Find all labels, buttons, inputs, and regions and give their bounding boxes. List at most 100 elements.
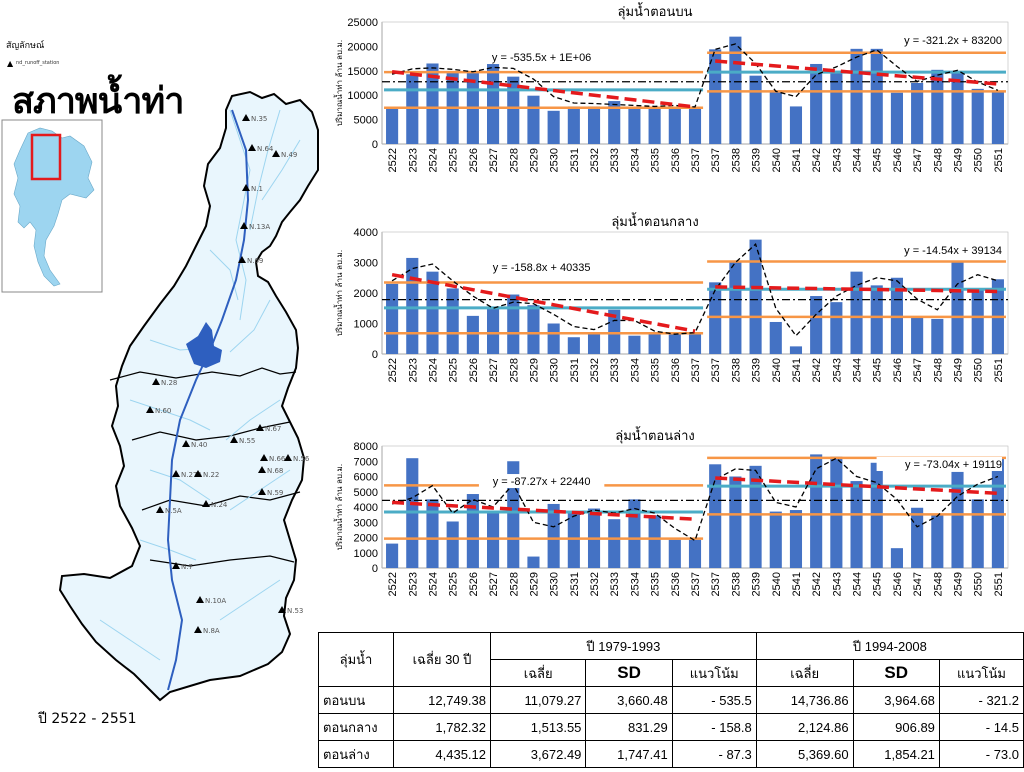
bar [446,521,459,568]
bar [890,548,903,568]
table-header-row: ลุ่มน้ำ เฉลี่ย 30 ปี ปี 1979-1993 ปี 199… [318,632,1024,687]
bar [547,323,560,354]
x-tick-label: 2527 [488,358,500,382]
bar [789,510,803,568]
trend-line [391,70,696,109]
station-marker [152,378,160,385]
x-tick-label: 2537 [690,358,702,382]
y-tick-label: 15000 [347,66,378,78]
x-tick-label: 2542 [811,572,823,596]
station-marker [240,222,248,229]
y-tick-label: 2000 [354,288,378,300]
bar [688,334,702,354]
x-tick-label: 2530 [549,358,561,382]
equation-bg [876,243,1002,257]
x-tick-label: 2535 [650,358,662,382]
chart-title-bg [631,2,759,20]
x-tick-label: 2528 [508,148,520,172]
cell-basin: ตอนกลาง [318,713,394,741]
bar [830,70,843,144]
y-tick-label: 8000 [354,441,378,453]
x-tick-label: 2537 [710,572,722,596]
y-tick-label: 2000 [354,533,378,545]
x-tick-label: 2537 [690,572,702,596]
y-tick-label: 25000 [347,17,378,29]
y-axis-label: ปริมาณน้ำท่า ล้าน ลบ.ม. [333,464,344,551]
x-tick-label: 2537 [710,358,722,382]
x-tick-label: 2548 [932,572,944,596]
bar [527,556,540,568]
station-marker [202,500,210,507]
x-tick-label: 2522 [387,148,399,172]
header-p1-sd: SD [585,659,673,687]
bar [749,75,762,144]
chart-title: ลุ่มน้ำตอนล่าง [615,426,694,444]
bar [850,271,863,354]
station-marker [230,436,238,443]
equation-bg [876,457,1002,471]
tributary-network [99,109,301,661]
table-row: ตอนบน 12,749.38 11,079.27 3,660.48 - 535… [318,686,1024,714]
bar [870,285,883,354]
cell-p1-trend: - 535.5 [671,686,757,714]
bar [769,511,782,568]
y-tick-label: 3000 [354,258,378,270]
y-tick-label: 6000 [354,472,378,484]
bar [850,481,863,568]
bar [971,499,984,568]
x-tick-label: 2529 [528,148,540,172]
x-tick-label: 2529 [528,358,540,382]
cell-avg30: 1,782.32 [393,713,491,741]
bar [386,543,399,568]
y-tick-label: 0 [372,139,378,151]
bar [487,513,500,568]
chart-lower-basin: 0 1000 2000 3000 4000 5000 6000 7000 8000 ปริมาณน… [333,426,1009,596]
station-label: N.53 [287,607,303,615]
cell-p1-sd: 1,747.41 [585,740,673,768]
trend-line [391,272,696,333]
bar [931,69,944,144]
x-tick-label: 2531 [569,572,581,596]
bar [749,465,762,568]
bar [769,90,782,144]
bar [830,302,843,354]
y-tick-label: 0 [372,563,378,575]
cell-p2-mean: 5,369.60 [755,740,854,768]
x-tick-label: 2545 [872,572,884,596]
x-tick-label: 2539 [751,148,763,172]
x-tick-label: 2531 [569,148,581,172]
station-marker [278,606,286,613]
x-tick-label: 2539 [751,572,763,596]
bar [386,283,399,354]
x-tick-label: 2528 [508,358,520,382]
x-tick-label: 2524 [427,358,439,382]
station-marker [260,454,268,461]
bar [426,499,439,568]
bar [749,239,762,354]
x-tick-label: 2548 [932,148,944,172]
bar [911,317,924,354]
bar [587,106,601,144]
cell-p2-sd: 3,964.68 [852,686,940,714]
bar [466,315,479,354]
inset-highlight-box [30,133,62,181]
x-tick-label: 2534 [629,148,641,172]
station-label: N.7 [181,563,193,571]
x-tick-label: 2549 [953,358,965,382]
legend-title: สัญลักษณ์ [6,41,45,51]
x-tick-label: 2541 [791,358,803,382]
page-title: สภาพน้ำท่า [12,80,184,122]
x-tick-label: 2548 [932,358,944,382]
cell-p1-sd: 831.29 [585,713,673,741]
x-tick-label: 2551 [993,358,1005,382]
y-tick-label: 7000 [354,456,378,468]
regression-equation: y = -87.27x + 22440 [493,476,591,488]
station-label: N.64 [257,145,274,153]
x-tick-label: 2532 [589,572,601,596]
trend-line [715,285,998,294]
x-tick-label: 2526 [468,358,480,382]
station-label: N.68 [267,467,283,475]
x-tick-label: 2522 [387,358,399,382]
header-p2-trend: แนวโน้ม [938,659,1024,687]
